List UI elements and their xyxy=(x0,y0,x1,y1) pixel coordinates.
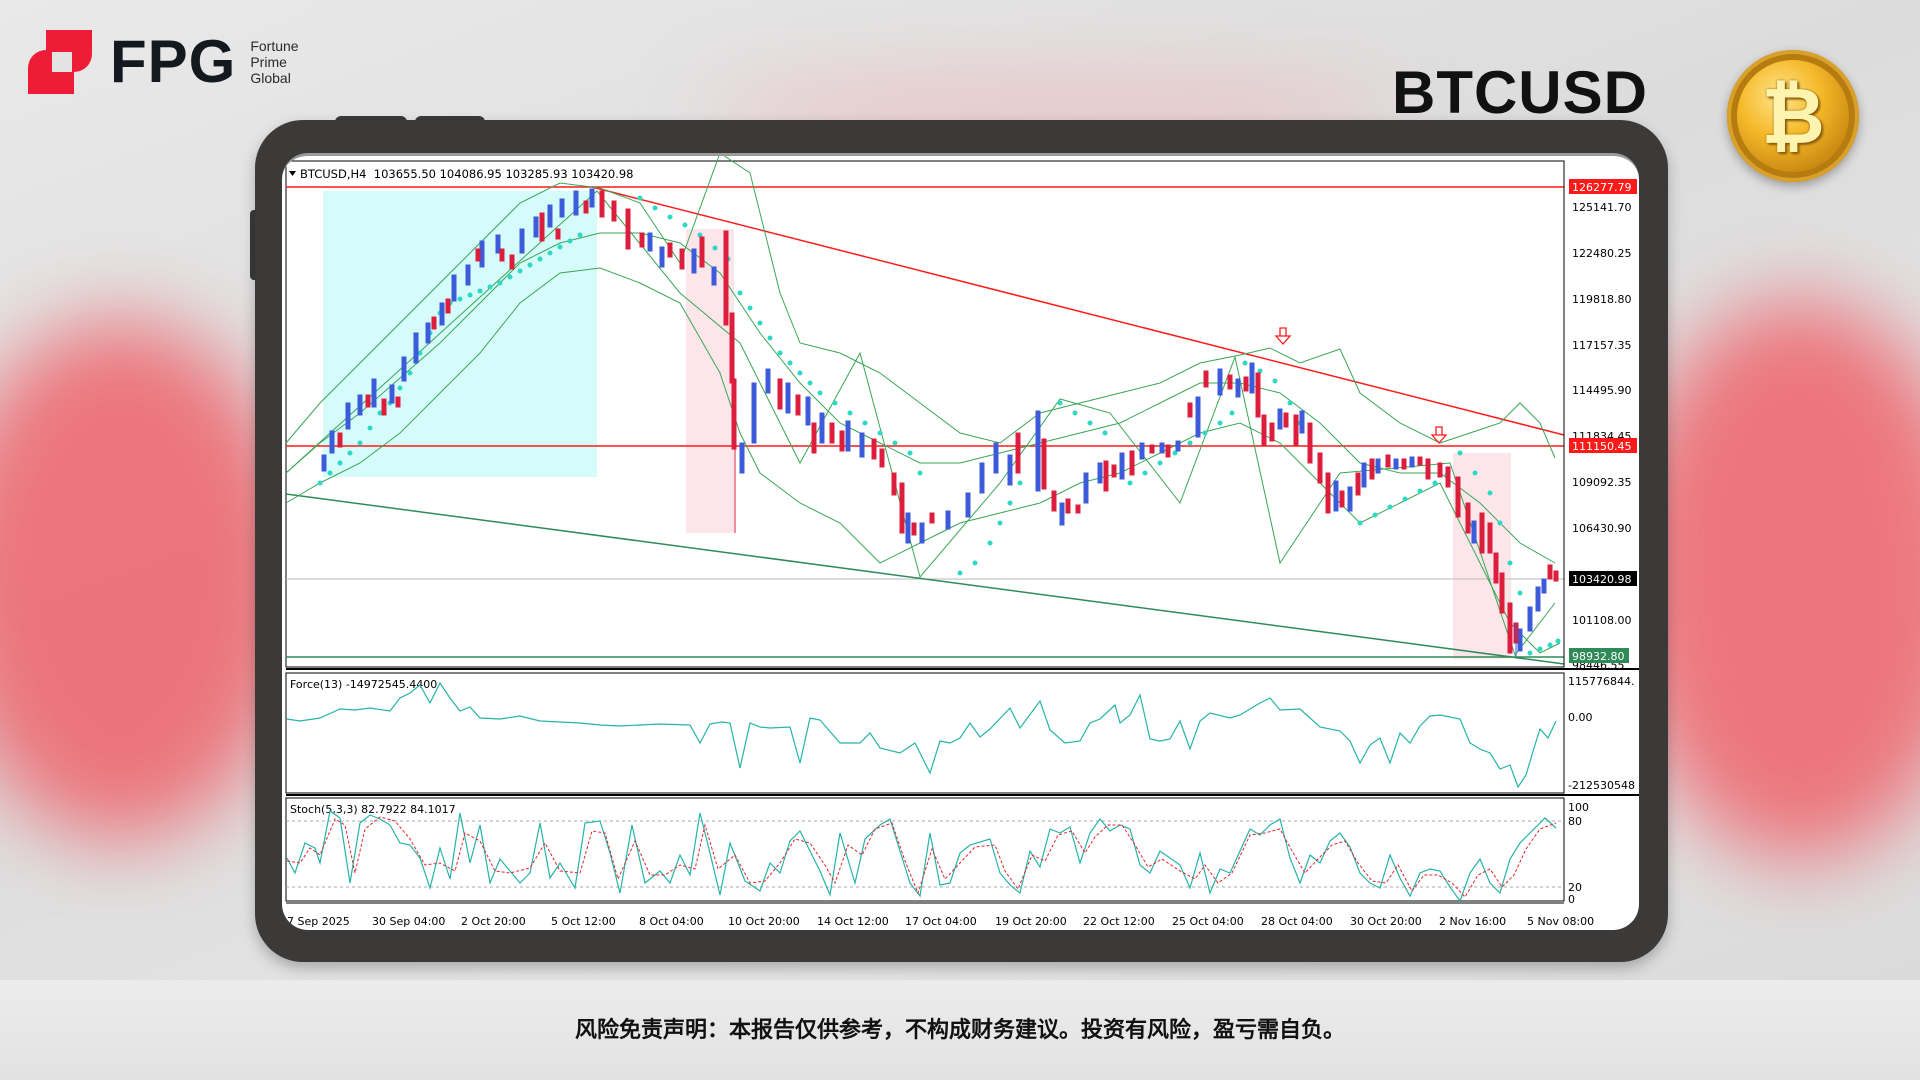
stoch-axis-label: 0 xyxy=(1568,893,1575,906)
symbol-info-line: BTCUSD,H4 103655.50 104086.95 103285.93 … xyxy=(300,167,634,181)
time-label: 19 Oct 20:00 xyxy=(995,915,1067,928)
time-label: 30 Sep 04:00 xyxy=(372,915,445,928)
time-label: 22 Oct 12:00 xyxy=(1083,915,1155,928)
logo-subtitle: Fortune Prime Global xyxy=(250,38,298,86)
support-tag-label: 98932.80 xyxy=(1572,650,1625,663)
time-label: 17 Oct 04:00 xyxy=(905,915,977,928)
descending-support-trendline xyxy=(285,493,1565,665)
time-label: 30 Oct 20:00 xyxy=(1350,915,1422,928)
time-label: 5 Oct 12:00 xyxy=(551,915,616,928)
logo-sub-line: Global xyxy=(250,70,291,86)
current-price-tag-label: 103420.98 xyxy=(1572,573,1632,586)
price-label: 109092.35 xyxy=(1572,476,1632,489)
price-label: 125141.70 xyxy=(1572,201,1632,214)
time-label: 14 Oct 12:00 xyxy=(817,915,889,928)
stoch-axis-label: 20 xyxy=(1568,881,1582,894)
footer-band xyxy=(0,980,1920,1080)
force-axis-label: 0.00 xyxy=(1568,711,1593,724)
descending-resistance-trendline xyxy=(591,186,1565,436)
time-label: 28 Oct 04:00 xyxy=(1261,915,1333,928)
price-label: 117157.35 xyxy=(1572,339,1632,352)
chart-screen: 125141.70 122480.25 119818.80 117157.35 … xyxy=(282,153,1639,930)
stoch-indicator-label: Stoch(5,3,3) 82.7922 84.1017 xyxy=(290,803,456,816)
risk-disclaimer: 风险免责声明：本报告仅供参考，不构成财务建议。投资有风险，盈亏需自负。 xyxy=(574,1017,1345,1042)
resistance-tag-mid xyxy=(1569,438,1637,453)
price-label: 119818.80 xyxy=(1572,293,1632,306)
time-label: 2 Nov 16:00 xyxy=(1439,915,1506,928)
background-splash xyxy=(1620,300,1920,860)
force-panel xyxy=(285,672,1565,794)
stoch-signal-line xyxy=(286,816,1557,898)
price-label: 101108.00 xyxy=(1572,614,1632,627)
resistance-tag-top xyxy=(1569,179,1637,194)
page-title: BTCUSD xyxy=(1392,59,1648,126)
chart-canvas[interactable]: 125141.70 122480.25 119818.80 117157.35 … xyxy=(282,156,1639,930)
logo-sub-line: Fortune xyxy=(250,38,299,54)
current-price-tag xyxy=(1569,571,1637,586)
stoch-main-line xyxy=(286,809,1557,903)
bitcoin-coin-icon: ₿ xyxy=(1727,50,1859,182)
price-axis: 125141.70 122480.25 119818.80 117157.35 … xyxy=(1572,201,1632,672)
force-axis-label: 115776844. xyxy=(1568,675,1634,688)
force-axis-label: -212530548 xyxy=(1568,779,1635,792)
price-label: 114495.90 xyxy=(1572,384,1632,397)
resistance-tag-top-label: 126277.79 xyxy=(1572,181,1632,194)
time-label: 7 Sep 2025 xyxy=(287,915,350,928)
stoch-axis-label: 80 xyxy=(1568,815,1582,828)
stoch-axis-label: 100 xyxy=(1568,801,1589,814)
tablet-side-button xyxy=(250,210,258,280)
dropdown-triangle-icon[interactable] xyxy=(289,171,296,176)
logo-text: FPG xyxy=(110,28,237,95)
time-label: 8 Oct 04:00 xyxy=(639,915,704,928)
sell-signal-arrow-icon xyxy=(1274,327,1448,444)
bollinger-middle xyxy=(285,232,1556,564)
support-tag xyxy=(1569,648,1629,663)
resistance-tag-mid-label: 111150.45 xyxy=(1572,440,1632,453)
stoch-panel xyxy=(285,797,1565,902)
force-indicator-label: Force(13) -14972545.4400 xyxy=(290,678,437,691)
time-label: 5 Nov 08:00 xyxy=(1527,915,1594,928)
time-label: 2 Oct 20:00 xyxy=(461,915,526,928)
fpg-logo: FPG Fortune Prime Global xyxy=(28,30,299,94)
bollinger-upper xyxy=(285,156,1556,459)
price-label: 106430.90 xyxy=(1572,522,1632,535)
candlesticks xyxy=(321,188,1559,657)
time-axis: 7 Sep 2025 30 Sep 04:00 2 Oct 20:00 5 Oc… xyxy=(287,915,1594,928)
fpg-logo-mark-icon xyxy=(28,30,94,94)
bitcoin-glyph: ₿ xyxy=(1761,71,1825,160)
price-label: 122480.25 xyxy=(1572,247,1632,260)
logo-sub-line: Prime xyxy=(250,54,287,70)
force-line xyxy=(286,681,1557,789)
background-splash xyxy=(0,320,300,840)
time-label: 25 Oct 04:00 xyxy=(1172,915,1244,928)
time-label: 10 Oct 20:00 xyxy=(728,915,800,928)
